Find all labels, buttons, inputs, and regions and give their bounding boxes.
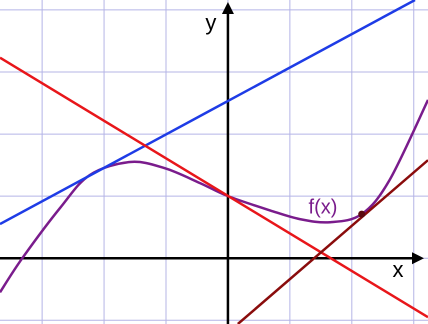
x-axis-label: x bbox=[393, 257, 404, 282]
y-axis-label: y bbox=[205, 10, 216, 35]
series-line bbox=[0, 0, 416, 226]
tangent-point bbox=[358, 210, 366, 218]
x-axis-arrow bbox=[412, 252, 424, 265]
series-line bbox=[0, 56, 428, 319]
series-line bbox=[237, 159, 428, 324]
series-label: f(x) bbox=[309, 196, 338, 218]
y-axis-arrow bbox=[221, 2, 234, 14]
